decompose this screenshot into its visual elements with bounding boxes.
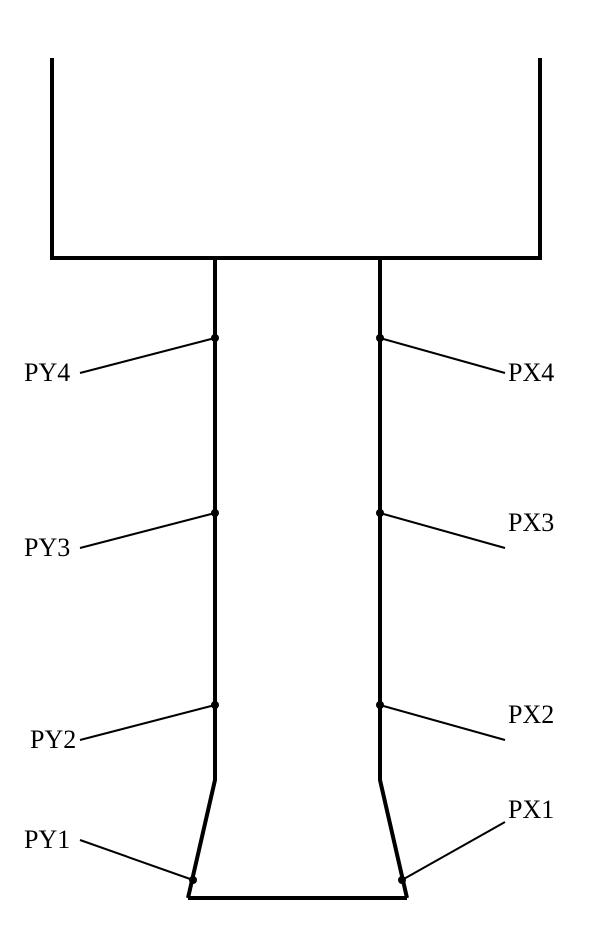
label-left-4: PY4 [24, 358, 70, 387]
label-left-2: PY2 [30, 725, 76, 754]
point-left-4 [211, 334, 219, 342]
label-right-1: PX1 [508, 795, 554, 824]
label-left-3: PY3 [24, 533, 70, 562]
label-right-2: PX2 [508, 700, 554, 729]
label-right-3: PX3 [508, 508, 554, 537]
point-left-1 [189, 876, 197, 884]
point-left-2 [211, 701, 219, 709]
point-right-2 [376, 701, 384, 709]
point-right-4 [376, 334, 384, 342]
label-right-4: PX4 [508, 358, 554, 387]
t-shape-diagram: PY1 PY2 PY3 PY4 PX1 PX2 PX3 PX4 [0, 0, 592, 942]
point-left-3 [211, 509, 219, 517]
label-left-1: PY1 [24, 825, 70, 854]
point-right-1 [398, 876, 406, 884]
point-right-3 [376, 509, 384, 517]
